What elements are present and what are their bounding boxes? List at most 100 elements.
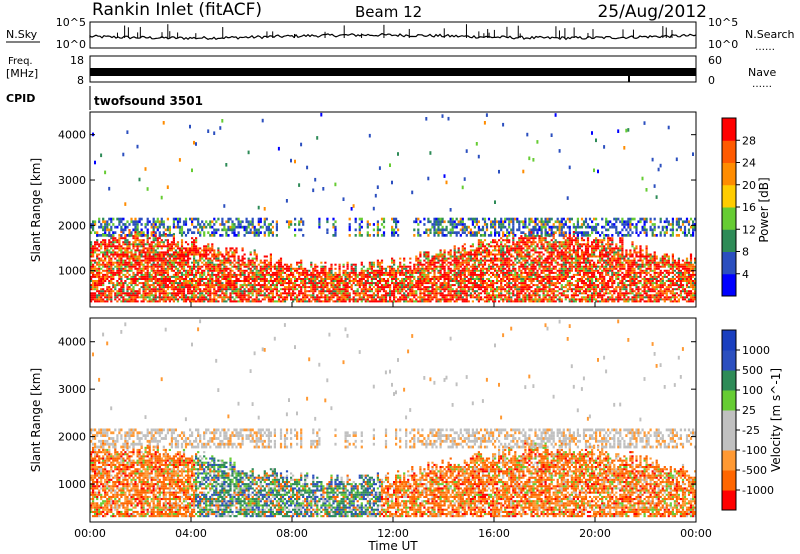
power-cell — [152, 278, 155, 280]
power-cell — [172, 233, 175, 236]
power-cell — [199, 257, 202, 260]
power-cell — [382, 234, 386, 237]
power-cell — [191, 241, 194, 244]
power-cell — [213, 269, 216, 272]
power-cell — [429, 259, 432, 262]
power-cell — [318, 225, 321, 229]
power-cell — [455, 280, 458, 282]
power-cell — [160, 251, 163, 254]
power-cell — [425, 280, 428, 282]
power-cell — [227, 282, 230, 285]
power-cell — [199, 225, 202, 229]
power-cell — [391, 234, 394, 237]
power-cell — [494, 234, 497, 237]
power-cell — [451, 223, 454, 226]
power-cell — [235, 296, 238, 299]
power-cell — [209, 286, 212, 289]
power-cell — [124, 294, 127, 297]
power-cell — [415, 280, 418, 282]
power-cell — [506, 286, 509, 289]
power-cell — [320, 284, 323, 287]
power-cell — [417, 223, 420, 226]
power-cell — [158, 257, 161, 260]
power-cell — [146, 294, 149, 297]
power-cell — [243, 278, 246, 280]
power-cell — [439, 228, 442, 232]
power-cell — [142, 282, 145, 285]
power-cell — [427, 220, 430, 224]
power-cell — [445, 294, 448, 297]
power-cell — [312, 188, 315, 193]
power-cell — [445, 300, 448, 303]
power-cell — [245, 263, 248, 266]
power-cell — [477, 231, 480, 234]
power-cell — [251, 220, 254, 224]
power-cell — [189, 251, 192, 254]
power-cell — [461, 231, 464, 234]
power-cell — [235, 292, 238, 295]
power-cell — [283, 278, 287, 280]
power-cell — [368, 290, 371, 293]
power-cell — [292, 275, 295, 278]
power-cell — [372, 269, 375, 272]
power-cell — [324, 265, 327, 268]
power-cell — [253, 286, 256, 289]
power-cell — [451, 288, 454, 291]
power-cell — [502, 267, 505, 270]
power-cell — [176, 286, 180, 289]
power-cell — [172, 223, 175, 226]
power-cell — [477, 263, 480, 266]
power-cell — [417, 275, 420, 278]
power-cell — [168, 275, 171, 278]
power-cell — [275, 261, 278, 264]
power-cell — [451, 228, 454, 232]
power-cell — [380, 288, 384, 291]
power-cell — [154, 278, 157, 280]
power-cell — [164, 298, 167, 301]
power-cell — [393, 259, 396, 262]
power-cell — [229, 282, 232, 285]
power-cell — [415, 300, 418, 303]
power-cell — [465, 251, 468, 254]
power-cell — [94, 251, 97, 254]
power-cell — [90, 249, 93, 252]
power-cell — [259, 294, 262, 297]
power-cell — [160, 247, 163, 250]
power-cell — [279, 275, 283, 278]
power-cell — [423, 290, 426, 293]
power-cell — [449, 223, 452, 226]
power-cell — [378, 278, 382, 280]
power-cell — [110, 259, 113, 262]
power-cell — [413, 294, 416, 297]
power-cell — [312, 280, 315, 282]
power-cell — [320, 261, 323, 264]
power-cell — [233, 298, 236, 301]
power-cell — [245, 269, 248, 272]
power-cell — [118, 263, 121, 266]
power-cell — [425, 278, 428, 280]
power-cell — [124, 261, 127, 264]
power-cell — [457, 259, 460, 262]
power-cell — [191, 286, 194, 289]
power-cell — [156, 247, 159, 250]
power-cell — [176, 253, 180, 256]
power-cell — [231, 220, 234, 224]
power-cell — [249, 271, 252, 274]
power-cell — [199, 251, 202, 254]
power-cell — [164, 267, 167, 270]
power-cell — [195, 265, 198, 268]
power-cell — [514, 259, 517, 262]
power-cell — [199, 294, 202, 297]
power-cell — [457, 223, 460, 226]
power-cell — [479, 296, 483, 299]
power-cell — [399, 282, 402, 285]
power-cell — [304, 278, 307, 280]
power-cell — [132, 263, 135, 266]
power-cell — [475, 282, 478, 285]
power-cell — [508, 225, 511, 229]
power-cell — [417, 234, 420, 237]
power-cell — [395, 223, 398, 226]
power-cell — [423, 278, 426, 280]
power-cell — [338, 288, 341, 291]
power-cell — [114, 239, 117, 242]
